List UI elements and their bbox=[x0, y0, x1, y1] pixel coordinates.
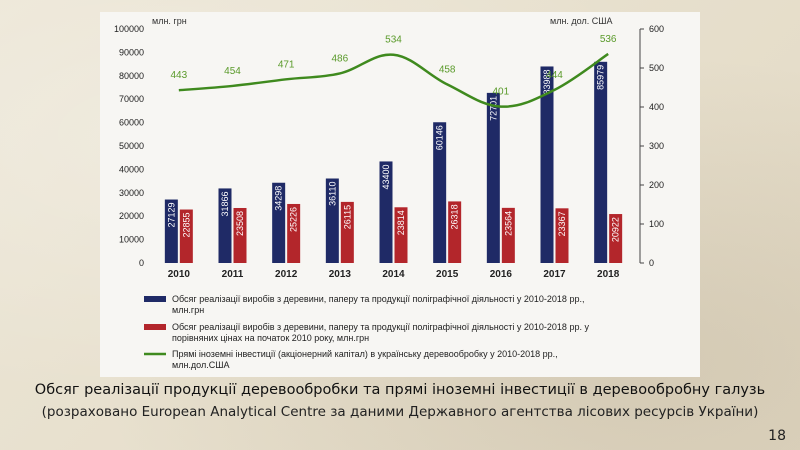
right-axis-tick: 500 bbox=[649, 63, 664, 73]
bar-nominal-label: 36110 bbox=[327, 182, 337, 206]
bar-nominal-label: 27129 bbox=[166, 203, 176, 228]
right-axis-unit: млн. дол. США bbox=[550, 16, 612, 26]
chart: млн. грн млн. дол. США 0 10000 20000 30000 400… bbox=[114, 16, 664, 370]
caption-source: (розраховано European Analytical Centre … bbox=[41, 404, 759, 420]
bar-nominal bbox=[218, 188, 232, 263]
bar-real-label: 23508 bbox=[235, 211, 245, 236]
bar-real-label: 26115 bbox=[342, 205, 352, 229]
bar-nominal-label: 31866 bbox=[220, 191, 230, 216]
investment-line bbox=[178, 52, 609, 108]
bar-nominal bbox=[325, 178, 339, 263]
left-axis-tick: 100000 bbox=[114, 24, 144, 34]
left-axis-tick: 50000 bbox=[119, 141, 144, 151]
bar-real bbox=[394, 207, 408, 263]
bar-nominal-label: 85979 bbox=[596, 65, 606, 90]
bar-real-label: 22855 bbox=[181, 213, 191, 238]
caption-title: Обсяг реалізації продукції деревообробки… bbox=[34, 382, 766, 398]
left-axis-tick: 0 bbox=[139, 258, 144, 268]
legend-label: Обсяг реалізації виробів з деревини, пап… bbox=[172, 322, 589, 332]
bar-real-label: 26318 bbox=[450, 204, 460, 229]
bar-nominal-label: 60146 bbox=[435, 125, 445, 150]
bar-real-label: 23367 bbox=[557, 211, 567, 236]
investment-label: 458 bbox=[439, 64, 456, 75]
legend-label: порівняних цінах на початок 2010 року, м… bbox=[172, 333, 369, 343]
bar-real bbox=[179, 209, 193, 263]
legend-label: млн.грн bbox=[172, 305, 204, 315]
bar-nominal bbox=[486, 92, 500, 263]
left-axis-tick: 70000 bbox=[119, 94, 144, 104]
bar-real-label: 23564 bbox=[503, 211, 513, 236]
investment-label: 444 bbox=[546, 70, 563, 81]
left-axis-unit: млн. грн bbox=[152, 16, 187, 26]
investment-label: 401 bbox=[492, 87, 509, 98]
legend-label: Обсяг реалізації виробів з деревини, пап… bbox=[172, 294, 584, 304]
bar-real-label: 20922 bbox=[611, 217, 621, 242]
bar-nominal-label: 83988 bbox=[542, 69, 552, 94]
bar-nominal-label: 43400 bbox=[381, 164, 391, 189]
right-axis-tick: 300 bbox=[649, 141, 664, 151]
bar-nominal bbox=[164, 199, 178, 263]
right-axis-tick: 600 bbox=[649, 24, 664, 34]
left-axis-tick: 30000 bbox=[119, 188, 144, 198]
legend-swatch-nominal bbox=[144, 296, 166, 302]
x-axis-tick: 2010 bbox=[168, 269, 191, 280]
bar-nominal-label: 72701 bbox=[488, 96, 498, 121]
investment-label: 534 bbox=[385, 35, 402, 46]
left-axis-tick: 10000 bbox=[119, 235, 144, 245]
x-axis-tick: 2015 bbox=[436, 269, 459, 280]
investment-label: 486 bbox=[331, 53, 348, 64]
x-axis-tick: 2014 bbox=[382, 269, 405, 280]
legend-label: Прямі іноземні інвестиції (акціонерний к… bbox=[172, 349, 558, 359]
bar-nominal bbox=[594, 61, 608, 263]
bar-real bbox=[340, 201, 354, 263]
chart-panel: млн. грн млн. дол. США 0 10000 20000 30000 400… bbox=[100, 12, 700, 377]
left-axis-tick: 60000 bbox=[119, 118, 144, 128]
right-axis-tick: 200 bbox=[649, 180, 664, 190]
bar-real-label: 25226 bbox=[289, 207, 299, 232]
investment-label: 443 bbox=[170, 70, 187, 81]
legend-swatch-real bbox=[144, 324, 166, 330]
bar-real-label: 23814 bbox=[396, 210, 406, 235]
x-axis-tick: 2016 bbox=[490, 269, 513, 280]
right-axis-tick: 400 bbox=[649, 102, 664, 112]
investment-label: 536 bbox=[600, 34, 617, 45]
bar-nominal bbox=[379, 161, 393, 263]
legend-label: млн.дол.США bbox=[172, 360, 229, 370]
slide-number: 18 bbox=[768, 428, 786, 444]
bar-nominal bbox=[272, 182, 286, 263]
right-axis-tick: 100 bbox=[649, 219, 664, 229]
bar-nominal bbox=[540, 66, 554, 263]
left-axis-tick: 90000 bbox=[119, 47, 144, 57]
x-axis-tick: 2011 bbox=[222, 269, 244, 280]
bar-real bbox=[448, 201, 462, 263]
bar-nominal-label: 34298 bbox=[274, 186, 284, 211]
right-axis-tick: 0 bbox=[649, 258, 654, 268]
x-axis-tick: 2012 bbox=[275, 269, 298, 280]
left-axis-tick: 20000 bbox=[119, 211, 144, 221]
x-axis-tick: 2013 bbox=[329, 269, 352, 280]
bar-real bbox=[233, 207, 247, 263]
bar-real bbox=[501, 207, 515, 263]
bar-nominal bbox=[433, 122, 447, 263]
bar-real bbox=[555, 208, 569, 263]
x-axis-tick: 2018 bbox=[597, 269, 620, 280]
bar-real bbox=[287, 203, 301, 263]
left-axis-tick: 80000 bbox=[119, 71, 144, 81]
left-axis-tick: 40000 bbox=[119, 164, 144, 174]
investment-label: 471 bbox=[278, 59, 295, 70]
bar-real bbox=[609, 214, 623, 263]
investment-label: 454 bbox=[224, 66, 241, 77]
x-axis-tick: 2017 bbox=[543, 269, 566, 280]
